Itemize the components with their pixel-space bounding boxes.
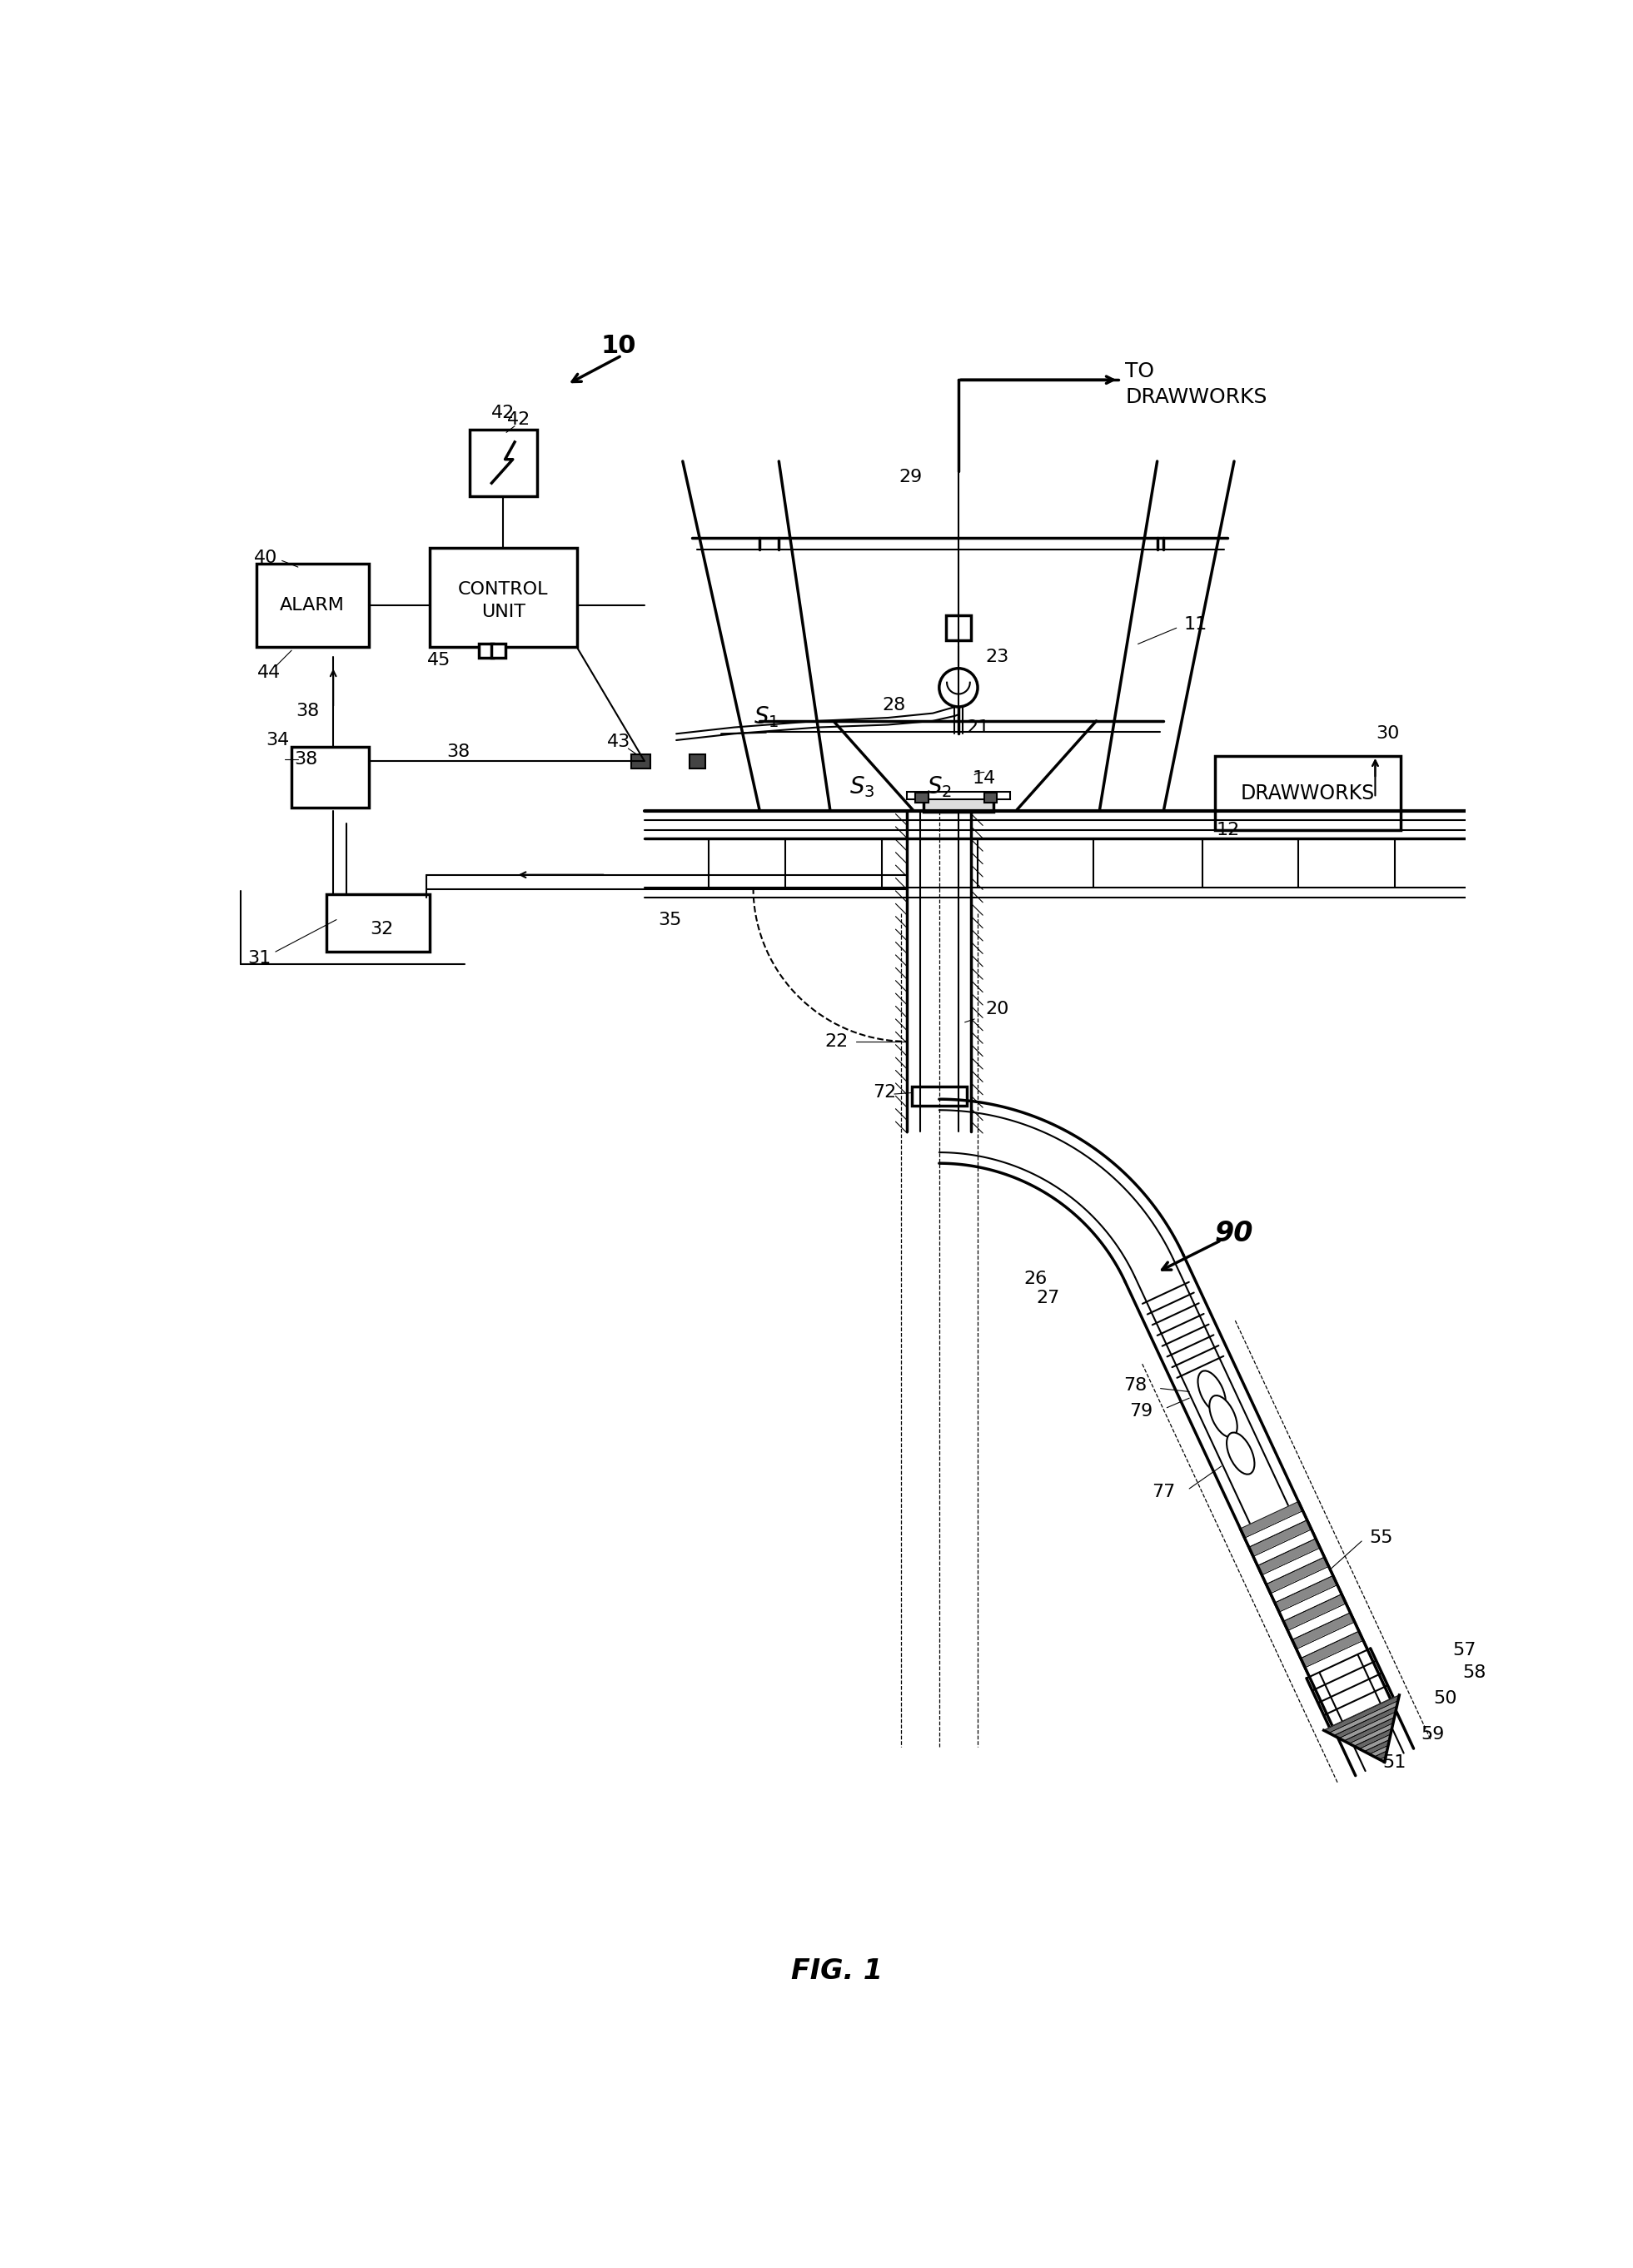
Text: 79: 79 [1130,1402,1153,1420]
Bar [256,565,369,646]
Text: 45: 45 [428,651,451,669]
Text: 32: 32 [369,921,394,937]
Bar [911,1086,967,1105]
Bar [492,644,506,658]
Bar [923,798,994,812]
Polygon shape [1344,1717,1395,1744]
Text: 14: 14 [972,771,996,787]
Text: 77: 77 [1151,1483,1176,1499]
Polygon shape [1354,1728,1391,1749]
Polygon shape [1334,1706,1396,1737]
Text: 50: 50 [1434,1690,1457,1708]
Polygon shape [1349,1724,1393,1746]
Text: 58: 58 [1463,1665,1486,1681]
Text: 38: 38 [294,751,317,769]
Text: 34: 34 [266,733,289,748]
Bar [916,794,928,803]
Bar [327,894,429,953]
Polygon shape [1257,1538,1319,1574]
Text: 23: 23 [985,649,1009,665]
Polygon shape [1329,1701,1398,1735]
Text: 57: 57 [1453,1642,1476,1658]
Polygon shape [1375,1751,1386,1760]
Text: 42: 42 [508,411,531,429]
Polygon shape [1241,1501,1303,1538]
Text: 27: 27 [1037,1290,1060,1306]
Ellipse shape [1199,1370,1226,1413]
Bar [632,755,650,769]
Bar [906,792,1009,798]
Polygon shape [1262,1547,1324,1585]
Text: 20: 20 [985,1000,1009,1018]
Text: 42: 42 [492,406,514,422]
Text: $S_2$: $S_2$ [926,776,952,798]
Polygon shape [1244,1510,1306,1547]
Polygon shape [1339,1712,1396,1742]
Text: 38: 38 [446,744,470,760]
Polygon shape [1302,1631,1364,1667]
Text: 31: 31 [248,950,271,966]
Polygon shape [1249,1520,1311,1556]
Polygon shape [1270,1567,1333,1603]
Text: DRAWWORKS: DRAWWORKS [1125,388,1267,408]
Polygon shape [1297,1622,1359,1658]
Text: 22: 22 [825,1034,849,1050]
Polygon shape [1253,1529,1316,1565]
Ellipse shape [1210,1395,1238,1438]
Text: 59: 59 [1421,1726,1444,1742]
Polygon shape [1364,1740,1390,1753]
Text: TO: TO [1125,361,1155,381]
Circle shape [939,669,978,708]
Polygon shape [1324,1694,1399,1733]
Text: 21: 21 [965,719,990,735]
Text: DRAWWORKS: DRAWWORKS [1241,782,1375,803]
Text: 90: 90 [1215,1220,1254,1247]
Text: 28: 28 [882,696,906,712]
Text: 72: 72 [874,1084,897,1100]
Text: FIG. 1: FIG. 1 [790,1957,882,1984]
Text: 55: 55 [1368,1529,1393,1547]
Text: 26: 26 [1024,1270,1047,1286]
Text: UNIT: UNIT [482,603,526,619]
Polygon shape [1275,1576,1337,1613]
Text: 43: 43 [607,735,630,751]
Polygon shape [1292,1613,1355,1649]
Polygon shape [1370,1746,1388,1758]
Text: 12: 12 [1217,821,1239,839]
Text: 38: 38 [296,703,320,719]
Polygon shape [1279,1585,1342,1622]
Polygon shape [1284,1594,1346,1631]
Polygon shape [1380,1755,1386,1762]
Polygon shape [1305,1640,1367,1676]
Bar [1215,755,1401,830]
Bar [689,755,705,769]
Bar [470,429,537,497]
Text: 30: 30 [1377,726,1399,742]
Text: $S_3$: $S_3$ [849,776,875,798]
Polygon shape [1359,1735,1391,1751]
Text: 29: 29 [898,469,923,485]
Bar [478,644,493,658]
Text: 51: 51 [1382,1755,1406,1771]
Text: CONTROL: CONTROL [457,581,549,599]
Text: 11: 11 [1184,617,1207,633]
Text: 78: 78 [1124,1377,1146,1393]
Bar [292,746,369,807]
Bar [985,794,996,803]
Ellipse shape [1226,1433,1254,1474]
Text: 10: 10 [601,333,637,358]
Bar [429,549,576,646]
Text: 35: 35 [658,912,681,928]
Text: ALARM: ALARM [279,596,345,615]
Text: 40: 40 [255,549,278,565]
Polygon shape [1266,1558,1329,1594]
Text: $S_1$: $S_1$ [753,705,779,730]
Polygon shape [1288,1603,1350,1640]
Text: 44: 44 [258,665,281,680]
